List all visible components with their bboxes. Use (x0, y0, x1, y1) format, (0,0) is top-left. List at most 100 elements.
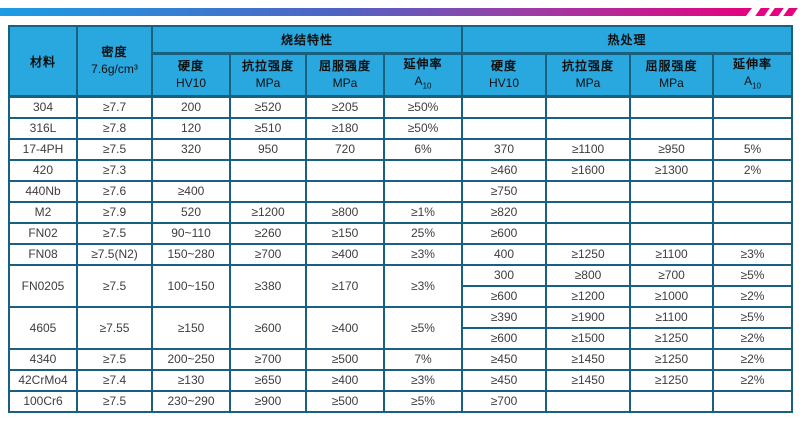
cell-sinter-elongation: ≥50% (382, 117, 464, 140)
table-row: 440Nb ≥7.6 ≥400 ≥750 (8, 180, 794, 203)
cell-sinter-yield: ≥400 (305, 243, 385, 266)
header-heat-elongation: 延伸率 A10 (712, 52, 794, 98)
cell-heat-elongation (712, 390, 794, 413)
cell-material: 420 (8, 159, 78, 182)
cell-sinter-elongation: ≥50% (382, 95, 464, 119)
cell-material: 17-4PH (8, 138, 78, 161)
cell-heat-hardness: ≥450 (461, 348, 548, 371)
cell-heat-elongation (712, 95, 794, 119)
cell-heat-hardness: ≥600 (461, 222, 548, 245)
cell-sinter-elongation (382, 180, 464, 203)
cell-heat-yield: ≥1100 (629, 306, 715, 329)
header-unit: A10 (414, 73, 432, 91)
cell-heat-yield: ≥950 (629, 138, 715, 161)
accent-stripe (769, 8, 784, 16)
cell-sinter-hardness: 100~150 (151, 264, 231, 308)
header-density: 密度 7.6g/cm³ (76, 25, 153, 98)
header-unit: A10 (744, 73, 761, 91)
cell-sinter-tensile: ≥510 (229, 117, 307, 140)
header-heat-tensile: 抗拉强度 MPa (545, 52, 632, 98)
cell-heat-elongation: ≥2% (712, 285, 794, 308)
cell-heat-yield: ≥1000 (629, 285, 715, 308)
header-sinter-hardness: 硬度 HV10 (151, 52, 231, 98)
cell-material: 440Nb (8, 180, 78, 203)
table-subrow: ≥600 ≥1500 ≥1250 ≥2% (9, 327, 794, 350)
cell-sinter-elongation: 7% (382, 348, 464, 371)
cell-heat-tensile: ≥1500 (545, 327, 632, 350)
header-label: 硬度 (491, 59, 518, 73)
header-density-line1: 密度 (101, 45, 128, 59)
cell-density: ≥7.9 (76, 201, 153, 224)
cell-heat-tensile: ≥1100 (545, 138, 632, 161)
header-material: 材料 (8, 25, 78, 98)
table-row: 316L ≥7.8 120 ≥510 ≥180 ≥50% (8, 117, 794, 140)
header-heat-hardness: 硬度 HV10 (461, 52, 548, 98)
cell-sinter-elongation: ≥3% (382, 243, 464, 266)
cell-sinter-hardness: ≥150 (151, 306, 231, 350)
cell-density: ≥7.6 (76, 180, 153, 203)
cell-sinter-hardness: 120 (151, 117, 231, 140)
cell-heat-hardness: ≥820 (461, 201, 548, 224)
accent-stripe (755, 8, 770, 16)
cell-sinter-yield: ≥800 (305, 201, 385, 224)
cell-heat-elongation: ≥5% (712, 264, 794, 287)
cell-heat-hardness (461, 95, 548, 119)
cell-sinter-tensile: ≥520 (229, 95, 307, 119)
header-label: 屈服强度 (318, 59, 371, 73)
cell-density: ≥7.55 (76, 306, 153, 350)
cell-heat-hardness: ≥460 (461, 159, 548, 182)
cell-sinter-elongation (382, 159, 464, 182)
cell-heat-yield (629, 117, 715, 140)
cell-heat-yield (629, 222, 715, 245)
cell-material: 316L (8, 117, 78, 140)
cell-density: ≥7.5 (76, 222, 153, 245)
cell-sinter-yield: ≥150 (305, 222, 385, 245)
cell-sinter-elongation: ≥5% (382, 390, 464, 413)
header-group-heat: 热处理 (461, 25, 794, 55)
cell-heat-elongation (712, 180, 794, 203)
cell-heat-yield: ≥1250 (629, 369, 715, 392)
cell-heat-yield: ≥1300 (629, 159, 715, 182)
cell-heat-elongation (712, 201, 794, 224)
cell-sinter-tensile: ≥600 (229, 306, 307, 350)
cell-heat-yield (629, 390, 715, 413)
cell-sinter-yield: 720 (305, 138, 385, 161)
header-unit: MPa (575, 76, 601, 90)
table-row: 100Cr6 ≥7.5 230~290 ≥900 ≥500 ≥5% ≥700 (8, 390, 794, 413)
cell-density: ≥7.4 (76, 369, 153, 392)
cell-heat-hardness (461, 117, 548, 140)
header-sinter-yield: 屈服强度 MPa (305, 52, 385, 98)
cell-heat-yield (629, 95, 715, 119)
cell-sinter-hardness: ≥130 (151, 369, 231, 392)
cell-sinter-yield (305, 159, 385, 182)
cell-sinter-hardness: 520 (151, 201, 231, 224)
cell-density: ≥7.5(N2) (76, 243, 153, 266)
cell-heat-yield: ≥1100 (629, 243, 715, 266)
cell-sinter-tensile: ≥700 (229, 243, 307, 266)
table-row: 42CrMo4 ≥7.4 ≥130 ≥650 ≥400 ≥3% ≥450 ≥1450 ≥1250… (8, 369, 794, 392)
cell-material: FN08 (8, 243, 78, 266)
cell-heat-tensile (545, 390, 632, 413)
cell-heat-tensile: ≥1600 (545, 159, 632, 182)
cell-material: 42CrMo4 (8, 369, 78, 392)
cell-heat-hardness: 370 (461, 138, 548, 161)
table-row: FN02 ≥7.5 90~110 ≥260 ≥150 25% ≥600 (8, 222, 794, 245)
header-label: 延伸率 (733, 56, 773, 71)
table-row: 420 ≥7.3 ≥460 ≥1600 ≥1300 2% (8, 159, 794, 182)
table-subrow: ≥600 ≥1200 ≥1000 ≥2% (9, 285, 794, 308)
header-label: 硬度 (177, 59, 204, 73)
cell-heat-elongation: ≥2% (712, 369, 794, 392)
cell-heat-tensile (545, 180, 632, 203)
table-body: 304 ≥7.7 200 ≥520 ≥205 ≥50% 316L ≥7.8 120 ≥510 ≥18… (8, 95, 794, 413)
cell-sinter-hardness: ≥400 (151, 180, 231, 203)
cell-heat-elongation (712, 117, 794, 140)
cell-material: 100Cr6 (8, 390, 78, 413)
table-row: 4605 ≥7.55 ≥150 ≥600 ≥400 ≥5% ≥390 ≥1900 ≥1100 ≥5… (8, 306, 794, 350)
header-sinter-tensile: 抗拉强度 MPa (229, 52, 307, 98)
cell-heat-hardness: 400 (461, 243, 548, 266)
header-group-sinter: 烧结特性 (150, 25, 464, 55)
cell-sinter-tensile (229, 180, 307, 203)
cell-heat-elongation: 2% (712, 159, 794, 182)
accent-stripe (783, 8, 798, 16)
cell-heat-yield: ≥1250 (629, 348, 715, 371)
